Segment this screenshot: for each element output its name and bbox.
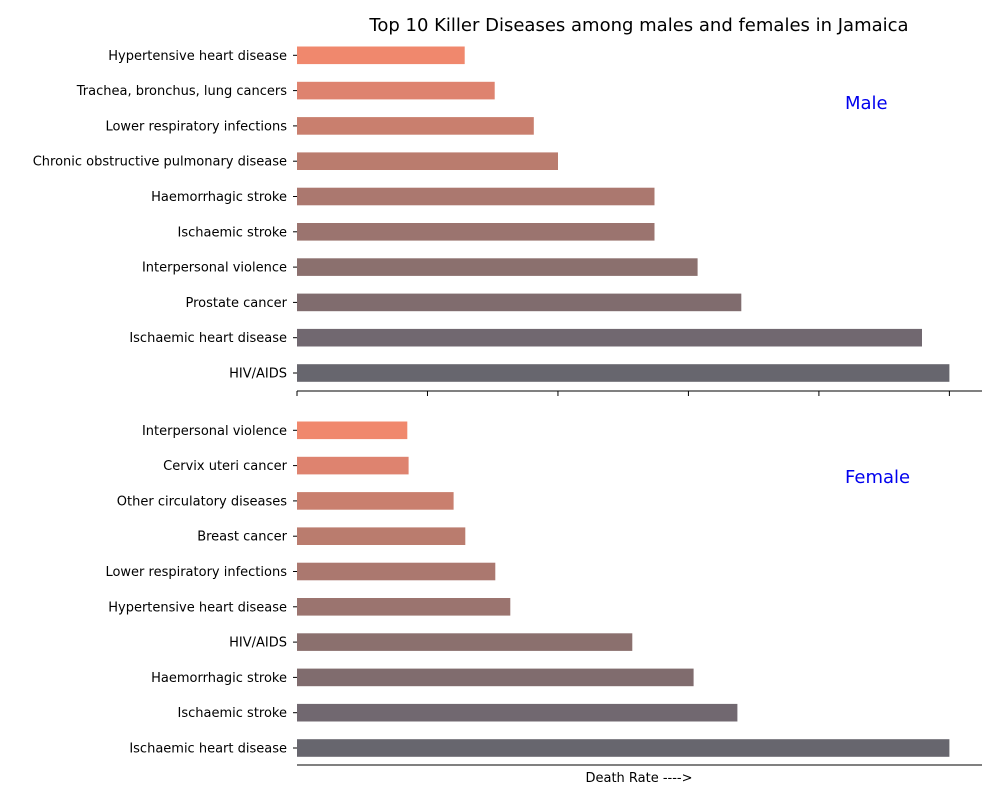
male-category-label: Lower respiratory infections — [105, 119, 287, 134]
female-panel-label: Female — [845, 467, 910, 488]
male-bar — [297, 223, 655, 241]
x-axis-label: Death Rate ----> — [585, 771, 692, 786]
female-bar — [297, 703, 738, 722]
female-panel: Ischaemic heart disease Ischaemic stroke H… — [105, 421, 982, 766]
male-panel-label: Male — [845, 93, 888, 114]
female-category-label: Cervix uteri cancer — [163, 459, 287, 474]
male-bar — [297, 187, 655, 206]
female-bar — [297, 633, 633, 651]
female-category-label: Haemorrhagic stroke — [151, 671, 287, 686]
male-bar — [297, 81, 495, 100]
male-bar — [297, 117, 534, 135]
chart-title: Top 10 Killer Diseases among males and f… — [368, 15, 908, 36]
male-category-label: Interpersonal violence — [142, 261, 287, 276]
female-bar — [297, 421, 408, 440]
male-category-label: Trachea, bronchus, lung cancers — [76, 84, 287, 99]
female-bar — [297, 527, 466, 545]
male-category-label: Hypertensive heart disease — [108, 49, 287, 64]
male-category-label: Haemorrhagic stroke — [151, 190, 287, 205]
female-category-label: HIV/AIDS — [229, 636, 287, 651]
male-bar — [297, 258, 698, 276]
male-bar — [297, 328, 922, 347]
female-category-label: Ischaemic stroke — [178, 706, 287, 721]
female-bar — [297, 456, 409, 475]
female-category-label: Interpersonal violence — [142, 424, 287, 439]
female-category-label: Ischaemic heart disease — [129, 742, 287, 757]
female-bar — [297, 668, 694, 687]
female-bar — [297, 598, 511, 616]
female-bar — [297, 562, 496, 581]
female-category-label: Breast cancer — [197, 530, 287, 545]
female-category-label: Hypertensive heart disease — [108, 600, 287, 615]
female-bar — [297, 739, 950, 757]
female-bar — [297, 492, 454, 510]
male-bar — [297, 364, 950, 382]
male-bar — [297, 46, 465, 65]
male-category-label: HIV/AIDS — [229, 367, 287, 382]
male-bar — [297, 152, 558, 170]
male-bar — [297, 293, 742, 312]
male-category-label: Prostate cancer — [185, 296, 287, 311]
female-category-label: Lower respiratory infections — [105, 565, 287, 580]
male-category-label: Chronic obstructive pulmonary disease — [33, 155, 287, 170]
male-panel: HIV/AIDS Ischaemic heart disease Prostate … — [33, 46, 982, 396]
male-category-label: Ischaemic stroke — [178, 225, 287, 240]
male-category-label: Ischaemic heart disease — [129, 331, 287, 346]
female-category-label: Other circulatory diseases — [117, 494, 287, 509]
